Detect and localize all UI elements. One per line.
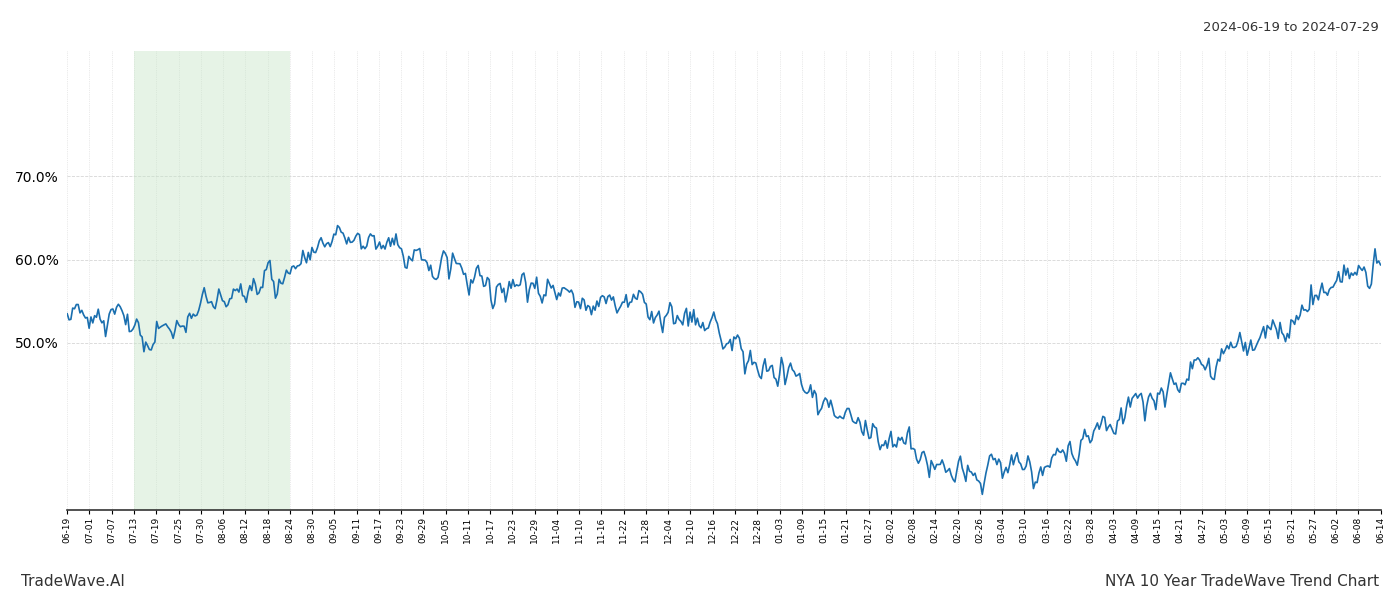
Text: TradeWave.AI: TradeWave.AI (21, 574, 125, 589)
Text: NYA 10 Year TradeWave Trend Chart: NYA 10 Year TradeWave Trend Chart (1105, 574, 1379, 589)
Text: 2024-06-19 to 2024-07-29: 2024-06-19 to 2024-07-29 (1203, 21, 1379, 34)
Bar (134, 51, 290, 510)
